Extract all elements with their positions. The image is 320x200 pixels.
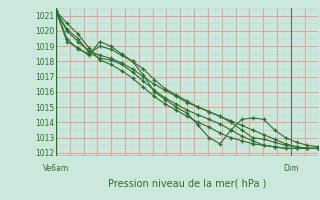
Text: Dim: Dim	[283, 164, 299, 173]
Text: Ve6am: Ve6am	[43, 164, 69, 173]
Text: Pression niveau de la mer( hPa ): Pression niveau de la mer( hPa )	[108, 178, 266, 188]
